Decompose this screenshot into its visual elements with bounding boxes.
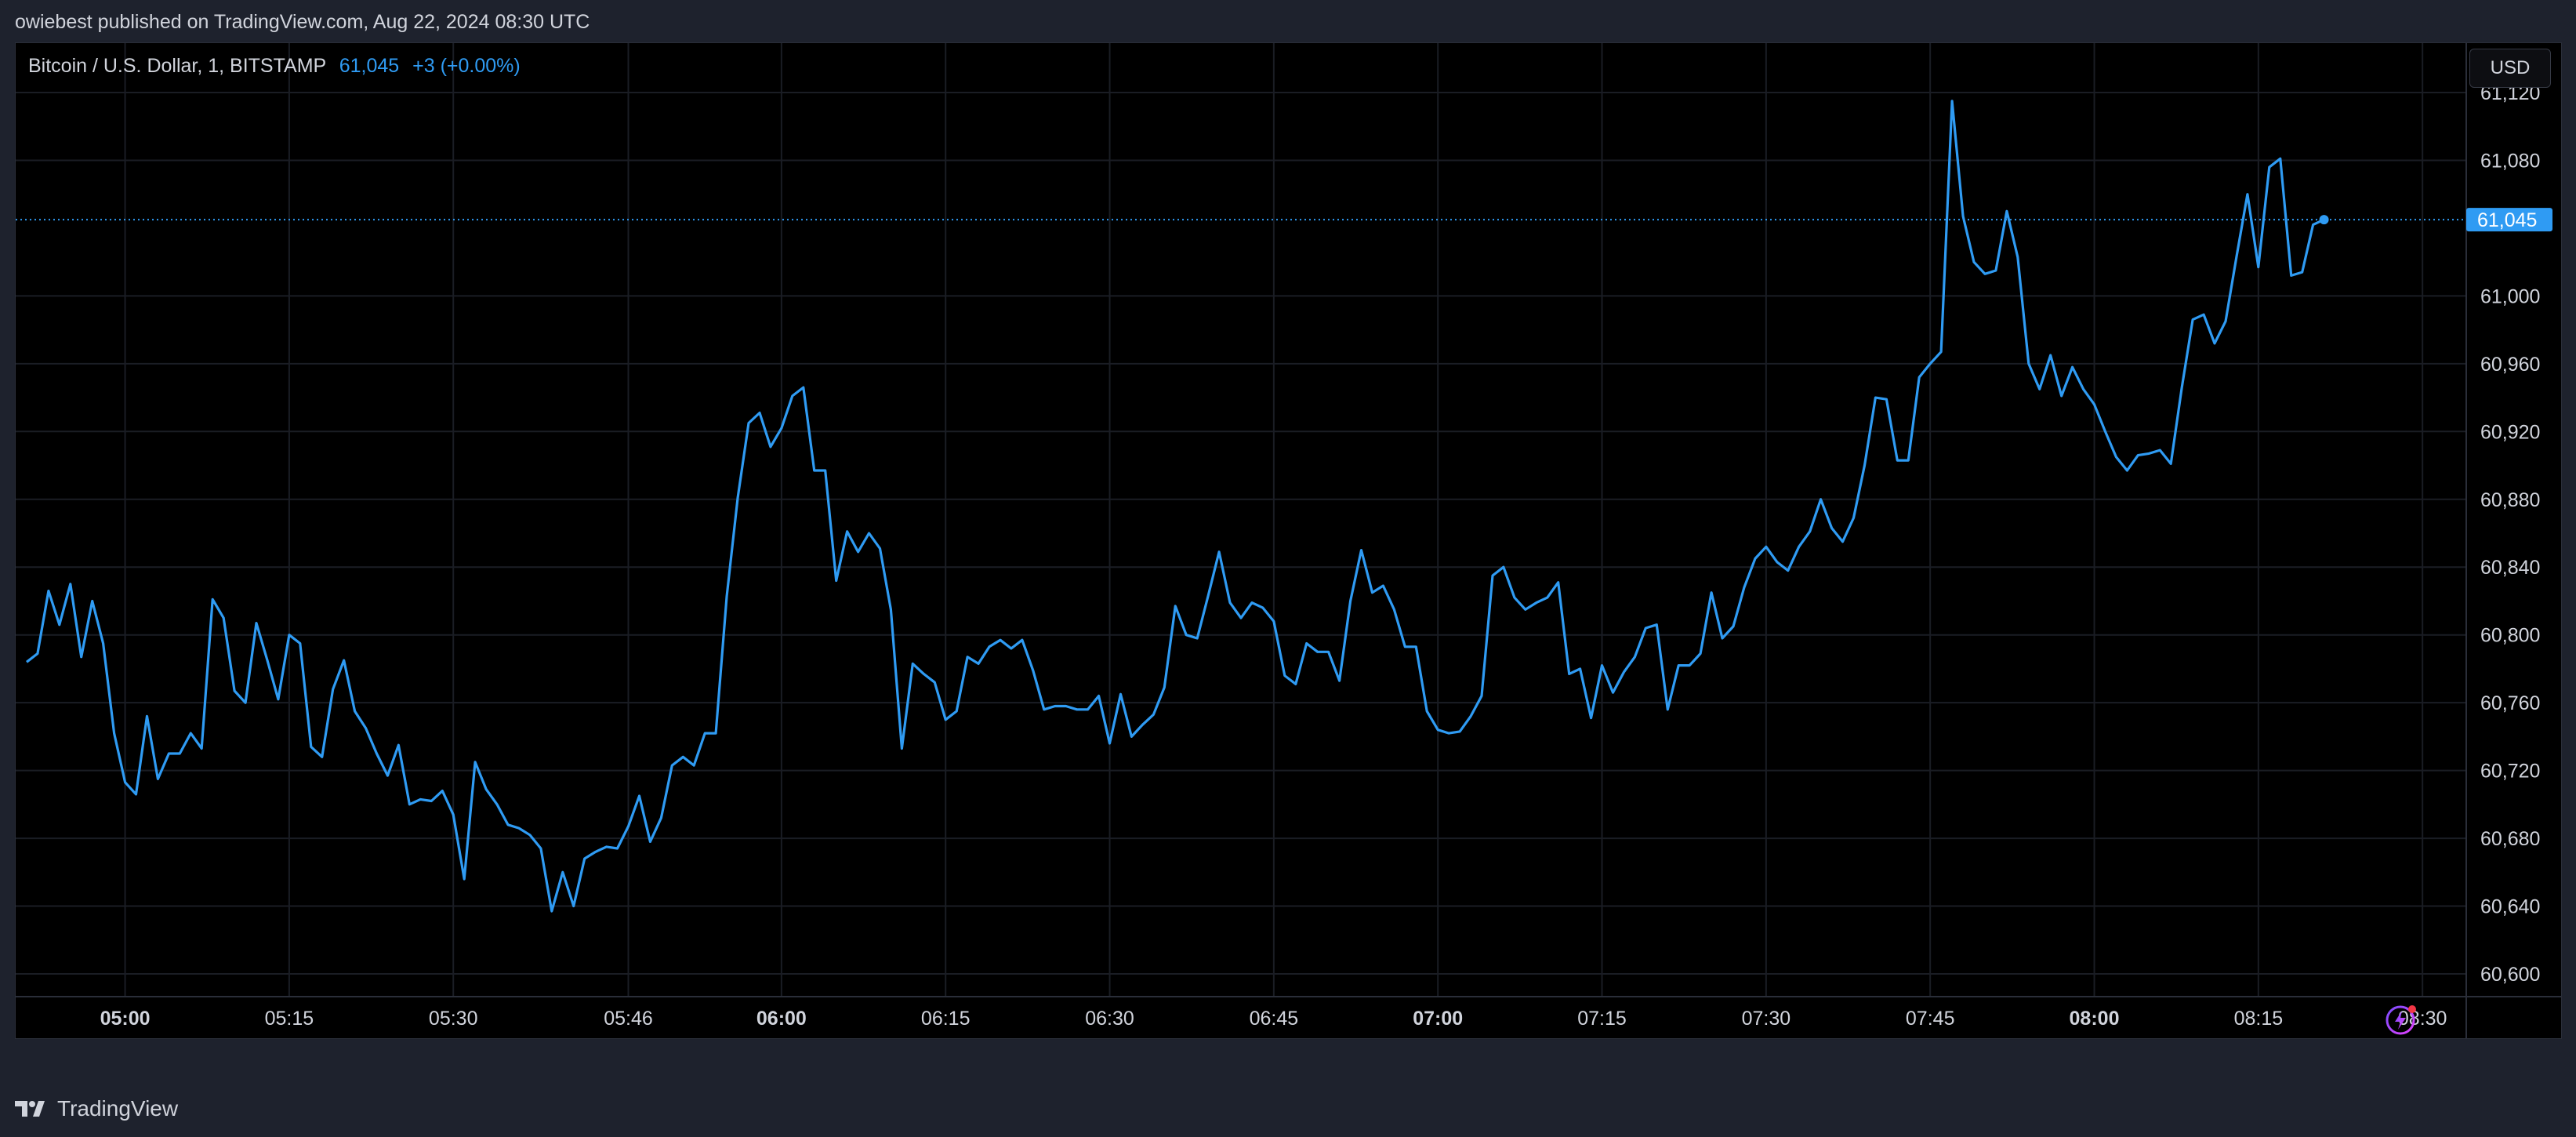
x-tick-label: 08:30: [2398, 1008, 2447, 1030]
x-tick-label: 07:45: [1906, 1008, 1955, 1030]
x-tick-label: 06:00: [756, 1008, 807, 1030]
published-caption: owiebest published on TradingView.com, A…: [15, 11, 590, 33]
tradingview-brand-text: TradingView: [57, 1096, 179, 1121]
currency-button[interactable]: USD: [2469, 49, 2551, 88]
y-tick-label: 60,760: [2480, 692, 2540, 714]
x-tick-label: 07:15: [1577, 1008, 1627, 1030]
tradingview-logo-icon: [15, 1099, 49, 1118]
x-tick-label: 06:30: [1085, 1008, 1134, 1030]
x-tick-label: 05:15: [265, 1008, 314, 1030]
y-tick-label: 60,840: [2480, 557, 2540, 579]
chart-panel[interactable]: 61,120 61,080 61,000 60,960 60,920 60,880 60,8…: [15, 42, 2562, 1039]
y-tick-label: 60,880: [2480, 489, 2540, 511]
legend-price: 61,045: [339, 55, 400, 77]
price-line: [26, 100, 2325, 913]
y-tick-label: 60,600: [2480, 964, 2540, 986]
x-tick-label: 05:46: [604, 1008, 653, 1030]
x-tick-label: 08:15: [2234, 1008, 2284, 1030]
x-tick-label: 07:00: [1413, 1008, 1463, 1030]
grid-lines: [16, 43, 2466, 997]
price-chart[interactable]: 61,12061,08061,00060,96060,92060,88060,8…: [16, 43, 2561, 1038]
symbol-title: Bitcoin / U.S. Dollar, 1, BITSTAMP: [28, 55, 326, 77]
y-tick-label: 60,680: [2480, 828, 2540, 850]
y-tick-label: 60,960: [2480, 354, 2540, 376]
last-price-dot: [2319, 215, 2329, 225]
chart-legend: Bitcoin / U.S. Dollar, 1, BITSTAMP 61,04…: [28, 55, 521, 78]
price-series: [16, 100, 2466, 913]
axes: 61,12061,08061,00060,96060,92060,88060,8…: [16, 43, 2561, 1038]
x-tick-label: 06:15: [921, 1008, 971, 1030]
x-tick-label: 07:30: [1742, 1008, 1791, 1030]
y-tick-label: 60,920: [2480, 421, 2540, 443]
last-price-label: 61,045: [2477, 209, 2537, 231]
legend-change: +3 (+0.00%): [412, 55, 521, 77]
y-tick-label: 60,800: [2480, 625, 2540, 647]
last-price-label-bg: [2466, 208, 2552, 232]
x-tick-label: 08:00: [2070, 1008, 2120, 1030]
x-tick-label: 06:45: [1250, 1008, 1299, 1030]
y-tick-label: 61,000: [2480, 285, 2540, 307]
x-tick-label: 05:30: [429, 1008, 478, 1030]
y-tick-label: 60,640: [2480, 896, 2540, 918]
tradingview-footer[interactable]: TradingView: [15, 1096, 178, 1121]
y-tick-label: 61,080: [2480, 150, 2540, 172]
y-tick-label: 60,720: [2480, 761, 2540, 783]
lightning-bolt-icon[interactable]: [2383, 1001, 2422, 1044]
x-tick-label: 05:00: [100, 1008, 151, 1030]
